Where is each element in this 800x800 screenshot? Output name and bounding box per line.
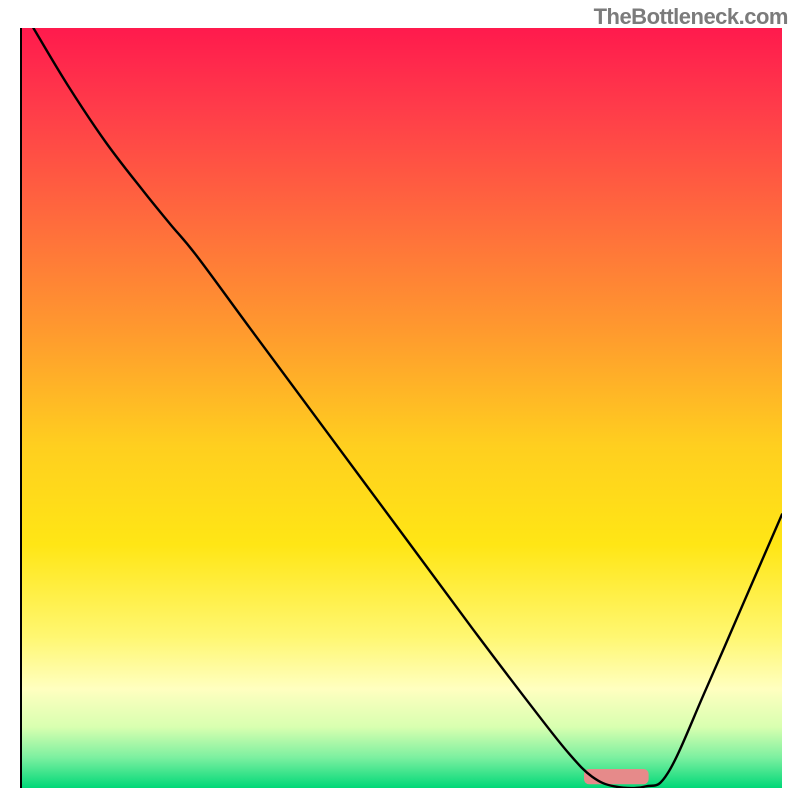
plot-area xyxy=(20,28,780,788)
bottleneck-chart xyxy=(22,28,782,788)
gradient-background xyxy=(22,28,782,788)
chart-container: TheBottleneck.com xyxy=(0,0,800,800)
watermark-text: TheBottleneck.com xyxy=(594,4,788,30)
